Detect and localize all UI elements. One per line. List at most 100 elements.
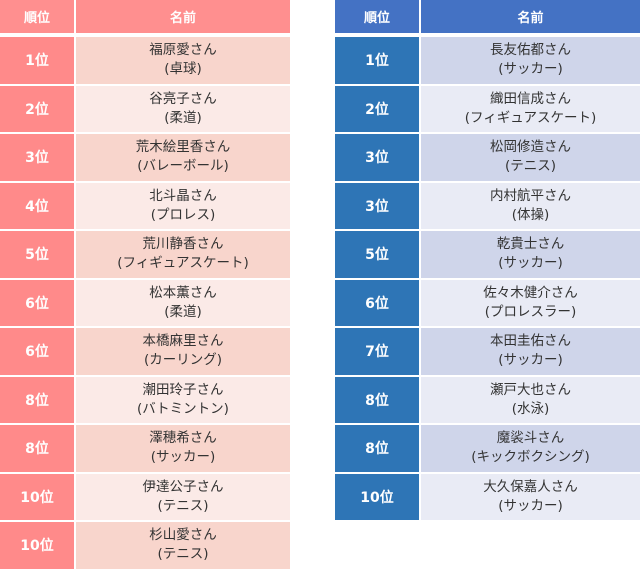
table-row: 4位 北斗晶さん (プロレス) (0, 182, 290, 229)
person-name: 長友佑都さん (490, 42, 571, 59)
table-row: 6位 佐々木健介さん (プロレスラー) (335, 279, 640, 326)
table-row: 1位 福原愛さん (卓球) (0, 37, 290, 84)
sport-label: (サッカー) (498, 497, 563, 514)
rank-cell: 8位 (335, 425, 419, 472)
rank-cell: 2位 (0, 85, 74, 132)
name-cell: 本田圭佑さん (サッカー) (421, 328, 640, 375)
rank-cell: 8位 (0, 376, 74, 423)
table-row: 3位 内村航平さん (体操) (335, 182, 640, 229)
name-cell: 澤穂希さん (サッカー) (76, 425, 290, 472)
sport-label: (テニス) (504, 158, 557, 175)
sport-label: (サッカー) (498, 255, 563, 272)
sport-label: (サッカー) (498, 61, 563, 78)
rank-cell: 6位 (0, 328, 74, 375)
sport-label: (体操) (511, 206, 550, 223)
person-name: 大久保嘉人さん (483, 478, 578, 495)
person-name: 瀬戸大也さん (490, 381, 571, 398)
rank-cell: 7位 (335, 328, 419, 375)
right-ranking-table: 順位 名前 1位 長友佑都さん (サッカー) 2位 織田信成さん (フィギュアス… (335, 0, 640, 522)
name-cell: 福原愛さん (卓球) (76, 37, 290, 84)
rank-cell: 8位 (335, 376, 419, 423)
sport-label: (プロレス) (150, 206, 216, 223)
rank-cell: 6位 (0, 279, 74, 326)
person-name: 乾貴士さん (496, 236, 565, 253)
person-name: 伊達公子さん (142, 478, 224, 495)
rank-cell: 10位 (0, 473, 74, 520)
sport-label: (フィギュアスケート) (464, 109, 597, 126)
name-cell: 荒木絵里香さん (バレーボール) (76, 134, 290, 181)
sport-label: (バレーボール) (137, 158, 229, 175)
person-name: 本田圭佑さん (490, 333, 571, 350)
name-cell: 松本薫さん (柔道) (76, 279, 290, 326)
sport-label: (サッカー) (498, 352, 563, 369)
person-name: 織田信成さん (490, 90, 571, 107)
rank-cell: 10位 (335, 473, 419, 520)
person-name: 杉山愛さん (149, 527, 217, 544)
person-name: 荒川静香さん (142, 236, 224, 253)
table-row: 5位 荒川静香さん (フィギュアスケート) (0, 231, 290, 278)
rank-cell: 1位 (335, 37, 419, 84)
person-name: 内村航平さん (490, 187, 571, 204)
name-cell: 乾貴士さん (サッカー) (421, 231, 640, 278)
name-cell: 長友佑都さん (サッカー) (421, 37, 640, 84)
person-name: 松岡修造さん (490, 139, 571, 156)
person-name: 松本薫さん (149, 284, 217, 301)
name-cell: 荒川静香さん (フィギュアスケート) (76, 231, 290, 278)
table-row: 6位 松本薫さん (柔道) (0, 279, 290, 326)
name-cell: 谷亮子さん (柔道) (76, 85, 290, 132)
name-cell: 杉山愛さん (テニス) (76, 522, 290, 569)
table-row: 10位 大久保嘉人さん (サッカー) (335, 473, 640, 520)
rank-cell: 6位 (335, 279, 419, 326)
name-header: 名前 (421, 0, 640, 33)
name-cell: 瀬戸大也さん (水泳) (421, 376, 640, 423)
table-row: 1位 長友佑都さん (サッカー) (335, 37, 640, 84)
name-cell: 北斗晶さん (プロレス) (76, 182, 290, 229)
table-row: 8位 澤穂希さん (サッカー) (0, 425, 290, 472)
table-row: 3位 荒木絵里香さん (バレーボール) (0, 134, 290, 181)
person-name: 潮田玲子さん (142, 381, 224, 398)
table-row: 8位 魔裟斗さん (キックボクシング) (335, 425, 640, 472)
name-header: 名前 (76, 0, 290, 33)
name-cell: 松岡修造さん (テニス) (421, 134, 640, 181)
name-cell: 佐々木健介さん (プロレスラー) (421, 279, 640, 326)
rank-cell: 2位 (335, 85, 419, 132)
rank-cell: 10位 (0, 522, 74, 569)
name-cell: 潮田玲子さん (バトミントン) (76, 376, 290, 423)
left-ranking-table: 順位 名前 1位 福原愛さん (卓球) 2位 谷亮子さん (柔道) 3位 荒木絵… (0, 0, 290, 571)
table-row: 2位 谷亮子さん (柔道) (0, 85, 290, 132)
table-row: 2位 織田信成さん (フィギュアスケート) (335, 85, 640, 132)
sport-label: (柔道) (164, 109, 202, 126)
table-row: 3位 松岡修造さん (テニス) (335, 134, 640, 181)
name-cell: 内村航平さん (体操) (421, 182, 640, 229)
sport-label: (バトミントン) (137, 400, 229, 417)
rank-cell: 3位 (0, 134, 74, 181)
sport-label: (柔道) (164, 303, 202, 320)
name-cell: 伊達公子さん (テニス) (76, 473, 290, 520)
sport-label: (水泳) (511, 400, 550, 417)
person-name: 佐々木健介さん (483, 284, 578, 301)
rank-cell: 1位 (0, 37, 74, 84)
sport-label: (卓球) (164, 61, 202, 78)
table-row: 7位 本田圭佑さん (サッカー) (335, 328, 640, 375)
name-cell: 魔裟斗さん (キックボクシング) (421, 425, 640, 472)
person-name: 福原愛さん (149, 42, 217, 59)
name-cell: 本橋麻里さん (カーリング) (76, 328, 290, 375)
sport-label: (テニス) (157, 546, 209, 563)
rank-cell: 4位 (0, 182, 74, 229)
person-name: 魔裟斗さん (496, 430, 565, 447)
table-header: 順位 名前 (0, 0, 290, 33)
table-row: 10位 杉山愛さん (テニス) (0, 522, 290, 569)
sport-label: (キックボクシング) (471, 449, 590, 466)
rank-cell: 3位 (335, 134, 419, 181)
person-name: 北斗晶さん (149, 187, 217, 204)
table-row: 5位 乾貴士さん (サッカー) (335, 231, 640, 278)
rank-cell: 3位 (335, 182, 419, 229)
sport-label: (フィギュアスケート) (117, 255, 249, 272)
table-header: 順位 名前 (335, 0, 640, 33)
sport-label: (プロレスラー) (484, 303, 577, 320)
person-name: 荒木絵里香さん (135, 139, 231, 156)
rank-cell: 8位 (0, 425, 74, 472)
sport-label: (テニス) (157, 497, 209, 514)
person-name: 本橋麻里さん (142, 333, 224, 350)
table-row: 10位 伊達公子さん (テニス) (0, 473, 290, 520)
